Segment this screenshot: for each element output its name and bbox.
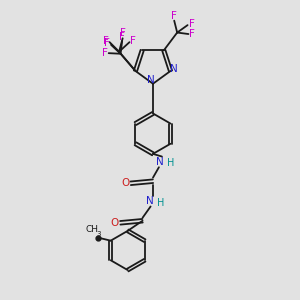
Text: N: N bbox=[170, 64, 178, 74]
Text: 3: 3 bbox=[97, 230, 101, 236]
Text: N: N bbox=[146, 196, 153, 206]
Text: N: N bbox=[156, 157, 164, 167]
Text: O: O bbox=[121, 178, 130, 188]
Text: F: F bbox=[189, 19, 195, 29]
Text: F: F bbox=[120, 28, 126, 38]
Text: F: F bbox=[102, 48, 108, 58]
Text: F: F bbox=[189, 29, 195, 39]
Text: F: F bbox=[130, 36, 136, 46]
Text: F: F bbox=[104, 38, 110, 48]
Text: F: F bbox=[171, 11, 176, 21]
Text: H: H bbox=[167, 158, 175, 168]
Text: F: F bbox=[119, 32, 125, 41]
Text: CH: CH bbox=[85, 225, 98, 234]
Text: F: F bbox=[103, 36, 109, 46]
Text: N: N bbox=[147, 75, 154, 85]
Text: H: H bbox=[157, 198, 164, 208]
Text: O: O bbox=[111, 218, 119, 228]
